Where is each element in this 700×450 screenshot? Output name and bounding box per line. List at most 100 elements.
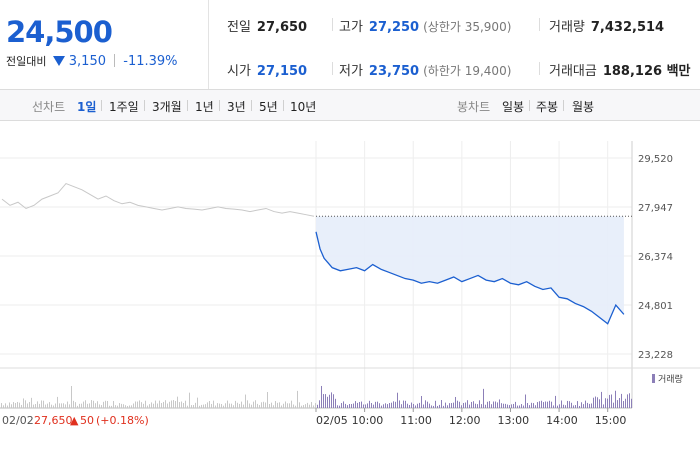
volume-bar bbox=[145, 400, 146, 408]
volume-bar bbox=[431, 405, 432, 408]
volume-bar bbox=[603, 404, 604, 408]
volume-bar bbox=[605, 398, 606, 408]
divider bbox=[114, 54, 116, 67]
volume-bar bbox=[93, 400, 94, 408]
x-axis-labels: 02/02 27,650 ▲ 50 (+0.18%) 02/05 10:00 11:… bbox=[2, 408, 626, 427]
volume-bar bbox=[357, 402, 358, 408]
volume-bar bbox=[469, 404, 470, 408]
volume-bar bbox=[293, 404, 294, 408]
volume-bar bbox=[367, 403, 368, 408]
volume-bar bbox=[373, 404, 374, 408]
volume-bar bbox=[21, 404, 22, 408]
volume-bar bbox=[247, 400, 248, 408]
volume-bar bbox=[229, 403, 230, 408]
volume-bar bbox=[167, 403, 168, 408]
volume-bar bbox=[137, 401, 138, 408]
volume-bar bbox=[355, 401, 356, 408]
volume-bar bbox=[107, 401, 108, 408]
volume-bar bbox=[109, 405, 110, 408]
volume-bar bbox=[57, 396, 58, 408]
volume-bar bbox=[463, 402, 464, 408]
volume-bar bbox=[233, 405, 234, 408]
divider bbox=[144, 100, 145, 111]
volume-bar bbox=[177, 396, 178, 408]
volume-bar bbox=[147, 405, 148, 408]
tab-weekly-candle[interactable]: 주봉 bbox=[536, 100, 559, 114]
volume-bar bbox=[535, 405, 536, 408]
volume-bar bbox=[303, 405, 304, 408]
x-tick-label: 11:00 bbox=[400, 414, 432, 427]
volume-bar bbox=[337, 405, 338, 408]
volume-bar bbox=[73, 400, 74, 408]
tab-1d[interactable]: 1일 bbox=[77, 100, 97, 114]
tab-1y[interactable]: 1년 bbox=[195, 100, 214, 114]
volume-bar bbox=[329, 394, 330, 408]
volume-bar bbox=[253, 401, 254, 408]
volume-bar bbox=[89, 403, 90, 408]
stat-label: 고가 bbox=[339, 20, 363, 35]
volume-bar bbox=[49, 402, 50, 408]
volume-bar bbox=[175, 401, 176, 408]
volume-bar bbox=[613, 402, 614, 408]
volume-bar bbox=[151, 402, 152, 408]
tab-3m[interactable]: 3개월 bbox=[152, 100, 182, 114]
volume-bar bbox=[185, 400, 186, 408]
tab-5y[interactable]: 5년 bbox=[259, 100, 278, 114]
volume-bar bbox=[295, 405, 296, 408]
volume-bar bbox=[527, 402, 528, 408]
volume-bar bbox=[127, 405, 128, 408]
today-price-line bbox=[315, 231, 625, 325]
volume-bar bbox=[45, 404, 46, 408]
volume-bar bbox=[223, 405, 224, 408]
volume-bar bbox=[61, 403, 62, 408]
volume-bar bbox=[497, 402, 498, 408]
volume-bar bbox=[9, 402, 10, 408]
up-arrow-icon: ▲ bbox=[70, 414, 79, 427]
tab-daily-candle[interactable]: 일봉 bbox=[502, 100, 525, 114]
tab-1w[interactable]: 1주일 bbox=[109, 100, 139, 114]
volume-bar bbox=[487, 401, 488, 408]
volume-bar bbox=[557, 405, 558, 408]
volume-bar bbox=[631, 398, 632, 408]
volume-bar bbox=[193, 404, 194, 408]
tab-monthly-candle[interactable]: 월봉 bbox=[572, 100, 595, 114]
volume-bar bbox=[533, 403, 534, 408]
volume-bar bbox=[313, 405, 314, 408]
volume-bar bbox=[567, 400, 568, 408]
volume-bar bbox=[493, 401, 494, 408]
volume-bar bbox=[125, 405, 126, 408]
y-tick-label: 29,520 bbox=[638, 154, 673, 165]
volume-bar bbox=[589, 403, 590, 408]
volume-bar bbox=[565, 405, 566, 408]
stat-label: 시가 bbox=[227, 64, 251, 79]
volume-bar bbox=[441, 400, 442, 408]
volume-bar bbox=[551, 401, 552, 408]
volume-bar bbox=[481, 404, 482, 408]
volume-bar bbox=[59, 403, 60, 408]
volume-bar bbox=[417, 403, 418, 408]
volume-bar bbox=[99, 404, 100, 408]
volume-bar bbox=[519, 405, 520, 408]
volume-bar bbox=[183, 402, 184, 408]
volume-bar bbox=[265, 402, 266, 408]
volume-bar bbox=[297, 390, 298, 408]
volume-bar bbox=[237, 402, 238, 408]
volume-bar bbox=[617, 400, 618, 408]
tab-3y[interactable]: 3년 bbox=[227, 100, 246, 114]
volume-bar bbox=[17, 401, 18, 408]
volume-bar bbox=[35, 404, 36, 408]
volume-bar bbox=[443, 405, 444, 408]
volume-bar bbox=[571, 402, 572, 408]
volume-bar bbox=[389, 403, 390, 408]
volume-bar bbox=[263, 401, 264, 408]
volume-bar bbox=[611, 394, 612, 408]
volume-bar bbox=[511, 404, 512, 408]
volume-bar bbox=[317, 404, 318, 408]
volume-bar bbox=[165, 400, 166, 408]
y-axis-labels: 29,520 27,947 26,374 24,801 23,228 bbox=[638, 154, 673, 361]
volume-bar bbox=[485, 404, 486, 408]
volume-bar bbox=[587, 402, 588, 408]
volume-bar bbox=[309, 404, 310, 408]
divider bbox=[539, 62, 540, 75]
tab-10y[interactable]: 10년 bbox=[290, 100, 317, 114]
